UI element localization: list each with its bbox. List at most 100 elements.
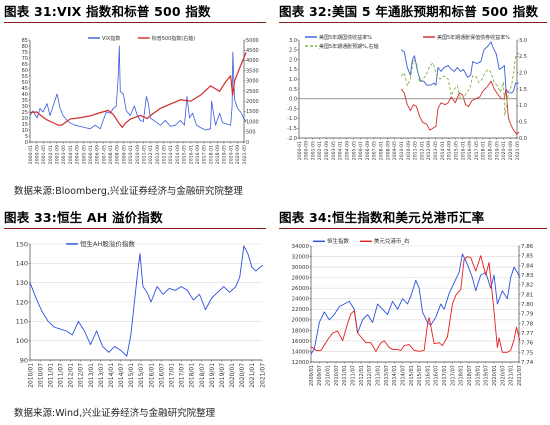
fig32-xtick-label: 2005-05 — [351, 141, 357, 160]
fig31-ytick-left: 15 — [22, 122, 28, 128]
fig32-title-rule — [279, 22, 547, 23]
fig32-xtick-label: 2021-05 — [515, 141, 521, 160]
fig31-ytick-right: 500 — [246, 130, 256, 136]
fig32-xtick-label: 2002-01 — [317, 141, 323, 160]
fig31-xtick-label: 2000-01 — [28, 145, 34, 164]
fig34-xtick-label: 2012/01 — [359, 365, 365, 386]
fig32-xtick-label: 2008-01 — [379, 141, 385, 160]
fig31-ytick-right: 2000 — [246, 99, 259, 105]
fig33-xtick-label: 2010/01 — [27, 363, 34, 388]
fig32-ytick-left: 1.0 — [289, 77, 297, 83]
fig33-xtick-label: 2016/01 — [148, 363, 155, 388]
fig31-xtick-label: 2020-09 — [235, 145, 241, 164]
fig31-xtick-label: 2008-01 — [108, 145, 114, 164]
fig34-ytick-left: 32000 — [292, 254, 310, 260]
fig32-ytick-left: 1.5 — [289, 67, 297, 73]
fig33-xtick-label: 2011/01 — [47, 363, 54, 388]
fig31-xtick-label: 2021-05 — [242, 145, 248, 164]
fig33-xtick-label: 2011/07 — [58, 363, 65, 388]
fig32-xtick-label: 2001-05 — [310, 141, 316, 160]
fig34-xtick-label: 2010/07 — [334, 365, 340, 386]
fig32-ytick-right: 2.5 — [519, 54, 527, 60]
fig31-xtick-label: 2012-09 — [155, 145, 161, 164]
fig34-title-rule — [279, 228, 547, 229]
fig34-ytick-right: 7.80 — [521, 302, 534, 308]
fig32-xtick-label: 2019-05 — [494, 141, 500, 160]
fig32-xtick-label: 2020-01 — [501, 141, 507, 160]
fig31-series-2-line — [29, 52, 247, 128]
fig32-xtick-label: 2006-09 — [365, 141, 371, 160]
fig34-xtick-label: 2018/07 — [467, 365, 473, 386]
fig34-xtick-label: 2021/01 — [509, 365, 515, 386]
fig31-xtick-label: 2019-05 — [222, 145, 228, 164]
fig32-xtick-label: 2016-09 — [467, 141, 473, 160]
fig34-ytick-left: 34000 — [292, 244, 310, 250]
fig32-ytick-right: 0.0 — [519, 136, 527, 142]
fig34-xtick-label: 2015/07 — [417, 365, 423, 386]
fig31-ytick-right: 5000 — [246, 38, 259, 44]
fig34-ytick-right: 7.86 — [521, 244, 534, 250]
fig31-ytick-left: 25 — [22, 110, 28, 116]
fig34-ytick-left: 22000 — [292, 307, 310, 313]
fig34-xtick-label: 2018/01 — [459, 365, 465, 386]
fig32-title: 图表 32:美国 5 年通胀预期和标普 500 指数 — [279, 4, 539, 19]
fig34-xtick-label: 2009/07 — [317, 365, 323, 386]
fig31-xtick-label: 2003-05 — [61, 145, 67, 164]
fig34-ytick-left: 26000 — [292, 286, 310, 292]
fig32-ytick-left: 0.5 — [289, 87, 297, 93]
fig31-ytick-right: 4000 — [246, 58, 259, 64]
fig31-xtick-label: 2008-09 — [115, 145, 121, 164]
fig32-chart: -2.0 -1.5 -1.0 -0.5 0.0 0.5 1.0 1.5 2.0 2.5 3.0 0.0… — [287, 34, 527, 160]
fig31-xtick-label: 2018-09 — [215, 145, 221, 164]
fig32-series-2-line — [400, 80, 520, 135]
fig34-series-2-line — [310, 255, 521, 353]
fig33-ytick-left: 110 — [16, 318, 28, 326]
fig32-xtick-label: 2014-09 — [447, 141, 453, 160]
fig33-xtick-label: 2020/07 — [239, 363, 246, 388]
fig31-ytick-right: 3000 — [246, 79, 259, 85]
fig32-xtick-label: 2017-05 — [474, 141, 480, 160]
fig31-xtick-label: 2002-09 — [55, 145, 61, 164]
fig32-ytick-right: 0.5 — [519, 119, 527, 125]
fig33-ytick-left: 90 — [20, 356, 28, 364]
fig34-xtick-label: 2020/01 — [492, 365, 498, 386]
fig34-xtick-label: 2009/01 — [309, 365, 315, 386]
fig31-ytick-left: 5 — [25, 134, 28, 140]
fig34-ytick-right: 7.83 — [521, 273, 534, 279]
fig32-xtick-label: 2000-09 — [304, 141, 310, 160]
fig32-xtick-label: 2014-01 — [440, 141, 446, 160]
fig32-ytick-left: 2.0 — [289, 57, 297, 63]
fig32-ytick-left: -2.0 — [287, 136, 297, 142]
fig32-xtick-label: 2010-09 — [406, 141, 412, 160]
fig34-xtick-label: 2013/07 — [384, 365, 390, 386]
fig33-xtick-label: 2017/07 — [179, 363, 186, 388]
fig32-xtick-label: 2000-01 — [297, 141, 303, 160]
fig31-xtick-label: 2016-01 — [188, 145, 194, 164]
fig32-xtick-label: 2012-01 — [419, 141, 425, 160]
fig31-xtick-label: 2004-09 — [75, 145, 81, 164]
fig31-ytick-left: 55 — [22, 74, 28, 80]
fig31-ytick-left: 10 — [22, 128, 28, 134]
fig34-xtick-label: 2019/07 — [484, 365, 490, 386]
fig33-xtick-label: 2012/07 — [78, 363, 85, 388]
fig34-xtick-label: 2016/07 — [434, 365, 440, 386]
fig34-xtick-label: 2013/01 — [375, 365, 381, 386]
fig31-xtick-label: 2016-09 — [195, 145, 201, 164]
fig34-ytick-right: 7.77 — [521, 331, 534, 337]
fig33-xtick-label: 2012/01 — [68, 363, 75, 388]
fig31-title-rule — [4, 22, 266, 23]
fig34-ytick-right: 7.81 — [521, 292, 533, 298]
fig31-legend-label: VIX指数 — [102, 35, 120, 42]
fig34-ytick-left: 28000 — [292, 276, 310, 282]
fig33-xtick-label: 2020/01 — [229, 363, 236, 388]
fig32-xtick-label: 2012-09 — [426, 141, 432, 160]
fig32-xtick-label: 2002-09 — [324, 141, 330, 160]
fig33-xtick-label: 2014/01 — [108, 363, 115, 388]
fig32-ytick-right: 1.5 — [519, 87, 527, 93]
fig31-ytick-left: 30 — [22, 104, 28, 110]
fig31-xtick-label: 2006-09 — [95, 145, 101, 164]
fig31-xtick-label: 2005-05 — [81, 145, 87, 164]
fig31-ytick-right: 2500 — [246, 89, 259, 95]
fig32-legend-label: 美国5年期通胀保值债券收益率% — [437, 34, 510, 41]
fig34-ytick-left: 24000 — [292, 297, 310, 303]
